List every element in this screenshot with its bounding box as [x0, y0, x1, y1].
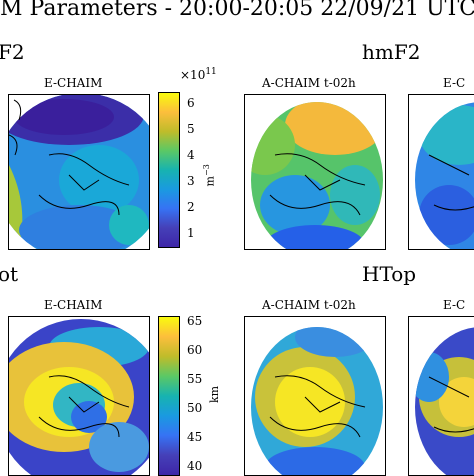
- row2-panel1-title: E-CHAIM: [44, 298, 103, 312]
- polar-map-icon: [9, 95, 149, 249]
- row1-panel2-map: [244, 94, 386, 250]
- polar-map-icon: [251, 102, 383, 249]
- row2-panel3-title: E-C: [443, 298, 466, 312]
- row1-panel2-title: A-CHAIM t-02h: [262, 76, 356, 90]
- row1-colorbar-ticks: 6 5 4 3 2 1: [187, 92, 209, 246]
- cb-tick: 4: [187, 148, 195, 162]
- cb-tick: 45: [187, 430, 203, 444]
- row2-left-label: ot: [0, 262, 19, 286]
- row1-right-label: hmF2: [362, 40, 421, 64]
- row1-panel1-title: E-CHAIM: [44, 76, 103, 90]
- row2-panel2-title: A-CHAIM t-02h: [262, 298, 356, 312]
- unit-power: −3: [201, 164, 211, 177]
- cb-tick: 65: [187, 314, 203, 328]
- row2-panel1-map: [8, 316, 150, 476]
- cb-tick: 1: [187, 226, 195, 240]
- unit-base: m: [203, 176, 217, 187]
- row2-colorbar-unit: km: [208, 385, 222, 404]
- row2-panel2-map: [244, 316, 386, 476]
- exponent-power: 11: [205, 67, 217, 77]
- row2-panel3-map: [408, 316, 474, 476]
- cb-tick: 40: [187, 459, 203, 473]
- row2-right-label: HTop: [362, 262, 417, 286]
- row1-panel1-map: [8, 94, 150, 250]
- polar-map-icon: [415, 327, 474, 475]
- row1-panel3-map: [408, 94, 474, 250]
- row2-colorbar: [158, 316, 180, 476]
- row1-panel3-title: E-C: [443, 76, 466, 90]
- cb-tick: 3: [187, 174, 195, 188]
- cb-tick: 60: [187, 343, 203, 357]
- row1-left-label: F2: [0, 40, 25, 64]
- cb-tick: 55: [187, 372, 203, 386]
- row2-colorbar-ticks: 65 60 55 50 45 40: [187, 314, 209, 474]
- row1-colorbar: [158, 92, 180, 248]
- cb-tick: 5: [187, 122, 195, 136]
- polar-map-icon: [9, 319, 149, 475]
- polar-map-icon: [415, 102, 474, 249]
- figure-title: M Parameters - 20:00-20:05 22/09/21 UTC: [0, 0, 474, 21]
- row1-colorbar-unit: m−3: [202, 164, 217, 186]
- cb-tick: 6: [187, 96, 195, 110]
- cb-tick: 50: [187, 401, 203, 415]
- exponent-base: ×10: [180, 68, 206, 82]
- polar-map-icon: [251, 327, 383, 475]
- row1-colorbar-exponent: ×1011: [180, 67, 217, 82]
- cb-tick: 2: [187, 200, 195, 214]
